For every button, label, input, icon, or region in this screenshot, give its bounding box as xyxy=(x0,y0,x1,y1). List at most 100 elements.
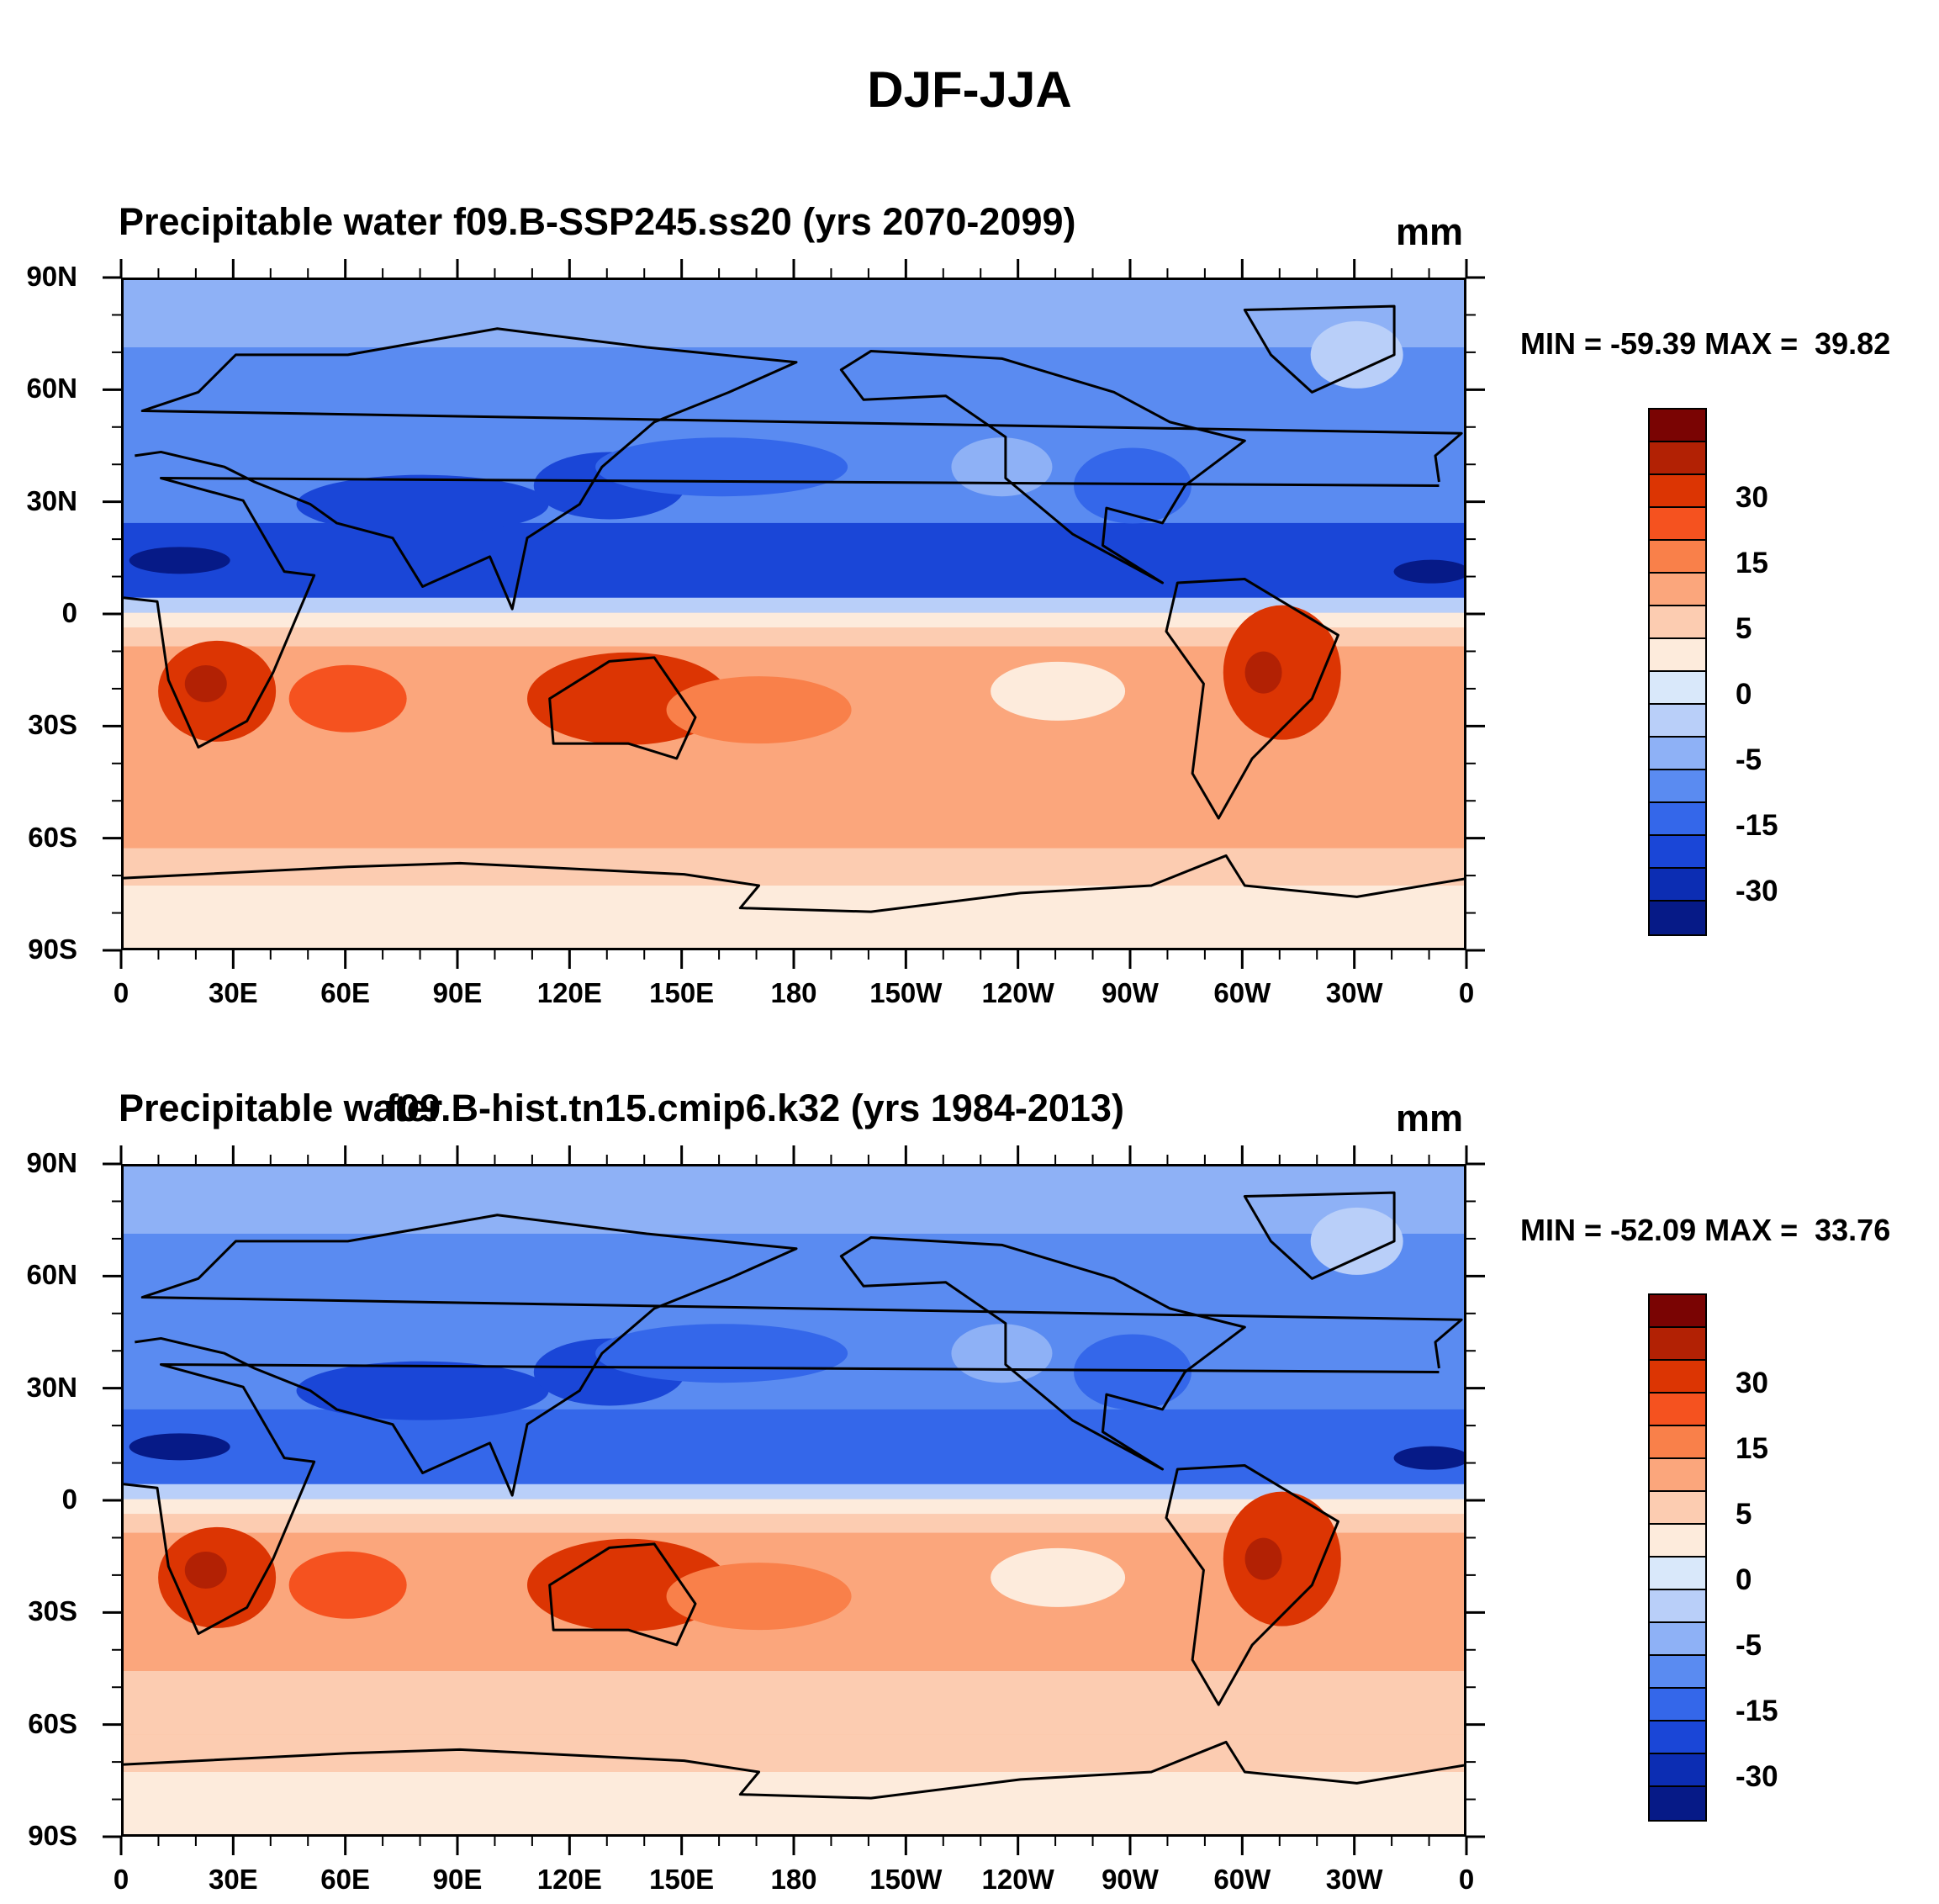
coastline-5 xyxy=(135,327,1463,611)
y-tick-label: 90N xyxy=(26,261,77,292)
colorbar-box xyxy=(1650,1754,1705,1787)
y-tick-label: 30S xyxy=(28,1595,77,1627)
colorbar-box xyxy=(1650,902,1705,934)
sh-blob-5 xyxy=(991,1547,1126,1607)
y-tick-label: 90N xyxy=(26,1147,77,1178)
x-tick-label: 120W xyxy=(981,977,1054,1008)
arctic-band xyxy=(124,1166,1464,1234)
colorbar-box xyxy=(1650,1558,1705,1590)
x-tick-label: 0 xyxy=(1458,977,1475,1008)
colorbar-box xyxy=(1650,1590,1705,1623)
coastline-1 xyxy=(548,656,697,760)
colorbar-label: 15 xyxy=(1736,547,1768,580)
x-tick-label: 60W xyxy=(1213,1864,1271,1895)
x-tick-label: 150W xyxy=(869,1864,943,1895)
coastline-5 xyxy=(135,1214,1463,1497)
colorbar-label: -30 xyxy=(1736,875,1778,908)
x-tick-label: 150E xyxy=(649,1864,715,1895)
colorbar-label: -30 xyxy=(1736,1760,1778,1794)
panel-bottom-title-right: f09.B-hist.tn15.cmip6.k32 (yrs 1984-2013… xyxy=(386,1087,1124,1129)
coastline-6 xyxy=(124,1740,1464,1800)
colorbar-box xyxy=(1650,1722,1705,1754)
sh-blob-7 xyxy=(1244,651,1282,694)
panel-bottom-min-max: MIN = -52.09 MAX = 33.76 xyxy=(1520,1213,1891,1247)
tropical-north-band xyxy=(124,522,1464,598)
coastline-4 xyxy=(1243,304,1396,394)
x-tick-label: 90W xyxy=(1102,1864,1159,1895)
x-tick-label: 120E xyxy=(536,977,602,1008)
colorbar-box xyxy=(1650,1426,1705,1459)
coastline-2 xyxy=(1165,1464,1339,1706)
colorbar-box xyxy=(1650,1656,1705,1689)
y-tick-label: 90S xyxy=(28,1820,77,1851)
x-tick-label: 0 xyxy=(113,1864,129,1895)
colorbar-box xyxy=(1650,541,1705,574)
tropical-north-band xyxy=(124,1409,1464,1484)
y-tick-label: 90S xyxy=(28,933,77,965)
colorbar-box xyxy=(1650,1623,1705,1656)
x-tick-label: 90W xyxy=(1102,977,1159,1008)
panel-bottom-map xyxy=(121,1164,1466,1837)
nh-blob-6 xyxy=(1310,1207,1403,1275)
main-title: DJF-JJA xyxy=(867,61,1072,118)
sh-midlat-band xyxy=(124,1671,1464,1735)
nh-blob-3 xyxy=(1074,447,1191,524)
colorbar-box xyxy=(1650,410,1705,442)
y-tick-label: 60N xyxy=(26,1259,77,1291)
nh-blob-2 xyxy=(595,1324,848,1383)
panel-top-title-left: Precipitable water xyxy=(119,200,443,243)
colorbar-box xyxy=(1650,672,1705,705)
colorbar-box xyxy=(1650,1787,1705,1820)
colorbar-box xyxy=(1650,770,1705,803)
precip-field xyxy=(124,280,1464,948)
colorbar-box xyxy=(1650,574,1705,606)
y-tick-label: 0 xyxy=(61,597,77,628)
y-tick-label: 60S xyxy=(28,821,77,853)
coastline-0 xyxy=(124,477,1440,749)
colorbar-box xyxy=(1650,1328,1705,1361)
arctic-band xyxy=(124,280,1464,347)
colorbar-box xyxy=(1650,738,1705,770)
nh-blob-5 xyxy=(1393,1446,1464,1470)
colorbar-label: 0 xyxy=(1736,1563,1752,1597)
colorbar-label: -15 xyxy=(1736,809,1778,843)
sh-blob-2 xyxy=(1223,605,1341,740)
coastline-0 xyxy=(124,1363,1440,1636)
nh-blob-5 xyxy=(1393,559,1464,584)
colorbar-box xyxy=(1650,1492,1705,1525)
colorbar-box xyxy=(1650,1459,1705,1492)
colorbar-box xyxy=(1650,508,1705,541)
colorbar-box xyxy=(1650,639,1705,672)
x-tick-label: 30E xyxy=(208,977,258,1008)
x-tick-label: 30W xyxy=(1325,977,1383,1008)
panel-bottom-units: mm xyxy=(1396,1097,1464,1140)
x-tick-label: 0 xyxy=(1458,1864,1475,1895)
sh-blob-5 xyxy=(991,661,1126,721)
nh-blob-3 xyxy=(1074,1334,1191,1410)
sh-blob-6 xyxy=(184,665,227,702)
equator-light-band xyxy=(124,612,1464,628)
nh-blob-0 xyxy=(296,1361,549,1420)
panel-bottom-colorbar xyxy=(1648,1293,1707,1822)
x-tick-label: 60W xyxy=(1213,977,1271,1008)
colorbar-box xyxy=(1650,705,1705,738)
y-tick-label: 0 xyxy=(61,1484,77,1515)
x-tick-label: 60E xyxy=(320,977,371,1008)
x-tick-label: 120E xyxy=(536,1864,602,1895)
colorbar-label: 5 xyxy=(1736,1498,1752,1531)
colorbar-box xyxy=(1650,475,1705,508)
panel-top-units: mm xyxy=(1396,210,1464,253)
panel-bottom-title-left: Precipitable water xyxy=(119,1087,443,1129)
x-tick-label: 120W xyxy=(981,1864,1054,1895)
panel-top-title-right: f09.B-SSP245.ss20 (yrs 2070-2099) xyxy=(453,200,1076,243)
colorbar-box xyxy=(1650,442,1705,475)
sh-blob-7 xyxy=(1244,1537,1282,1580)
sh-blob-2 xyxy=(1223,1491,1341,1626)
colorbar-label: 15 xyxy=(1736,1432,1768,1466)
antarctic-band xyxy=(124,1772,1464,1834)
panel-top-colorbar xyxy=(1648,408,1707,936)
x-tick-label: 180 xyxy=(770,977,817,1008)
colorbar-label: 0 xyxy=(1736,678,1752,711)
colorbar-box xyxy=(1650,1394,1705,1426)
colorbar-label: 30 xyxy=(1736,481,1768,515)
